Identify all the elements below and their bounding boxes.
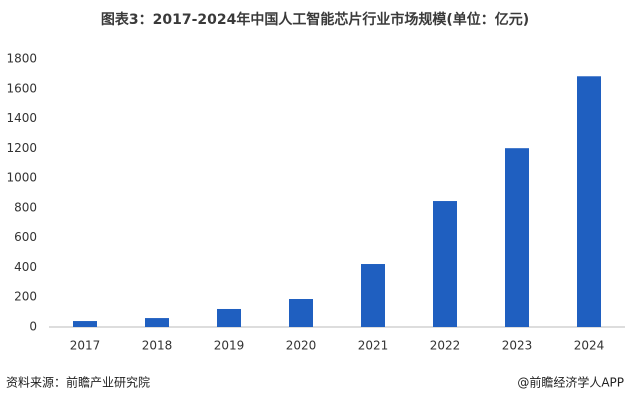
y-tick-label: 800	[14, 200, 37, 214]
y-tick-label: 0	[29, 320, 37, 334]
y-tick-label: 600	[14, 230, 37, 244]
bar	[217, 308, 241, 327]
x-tick-label: 2023	[502, 339, 533, 353]
y-tick-label: 1600	[6, 81, 37, 95]
bar	[73, 321, 97, 327]
y-tick-label: 1400	[6, 111, 37, 125]
x-tick-label: 2017	[70, 339, 101, 353]
bar	[361, 264, 385, 327]
y-tick-label: 1000	[6, 171, 37, 185]
y-tick-label: 400	[14, 260, 37, 274]
x-tick-label: 2022	[430, 339, 461, 353]
x-tick-label: 2021	[358, 339, 389, 353]
x-tick-label: 2020	[286, 339, 317, 353]
bar	[505, 148, 529, 327]
x-tick-label: 2018	[142, 339, 173, 353]
bar	[145, 318, 169, 327]
y-tick-label: 1200	[6, 141, 37, 155]
source-note: 资料来源：前瞻产业研究院	[6, 375, 150, 390]
chart-title: 图表3：2017-2024年中国人工智能芯片行业市场规模(单位：亿元)	[101, 11, 529, 28]
bar	[577, 76, 601, 327]
x-tick-label: 2024	[574, 339, 605, 353]
bar	[289, 299, 313, 327]
credit-note: @前瞻经济学人APP	[517, 375, 624, 390]
x-tick-label: 2019	[214, 339, 245, 353]
y-tick-label: 200	[14, 290, 37, 304]
bar	[433, 201, 457, 327]
y-tick-label: 1800	[6, 52, 37, 66]
